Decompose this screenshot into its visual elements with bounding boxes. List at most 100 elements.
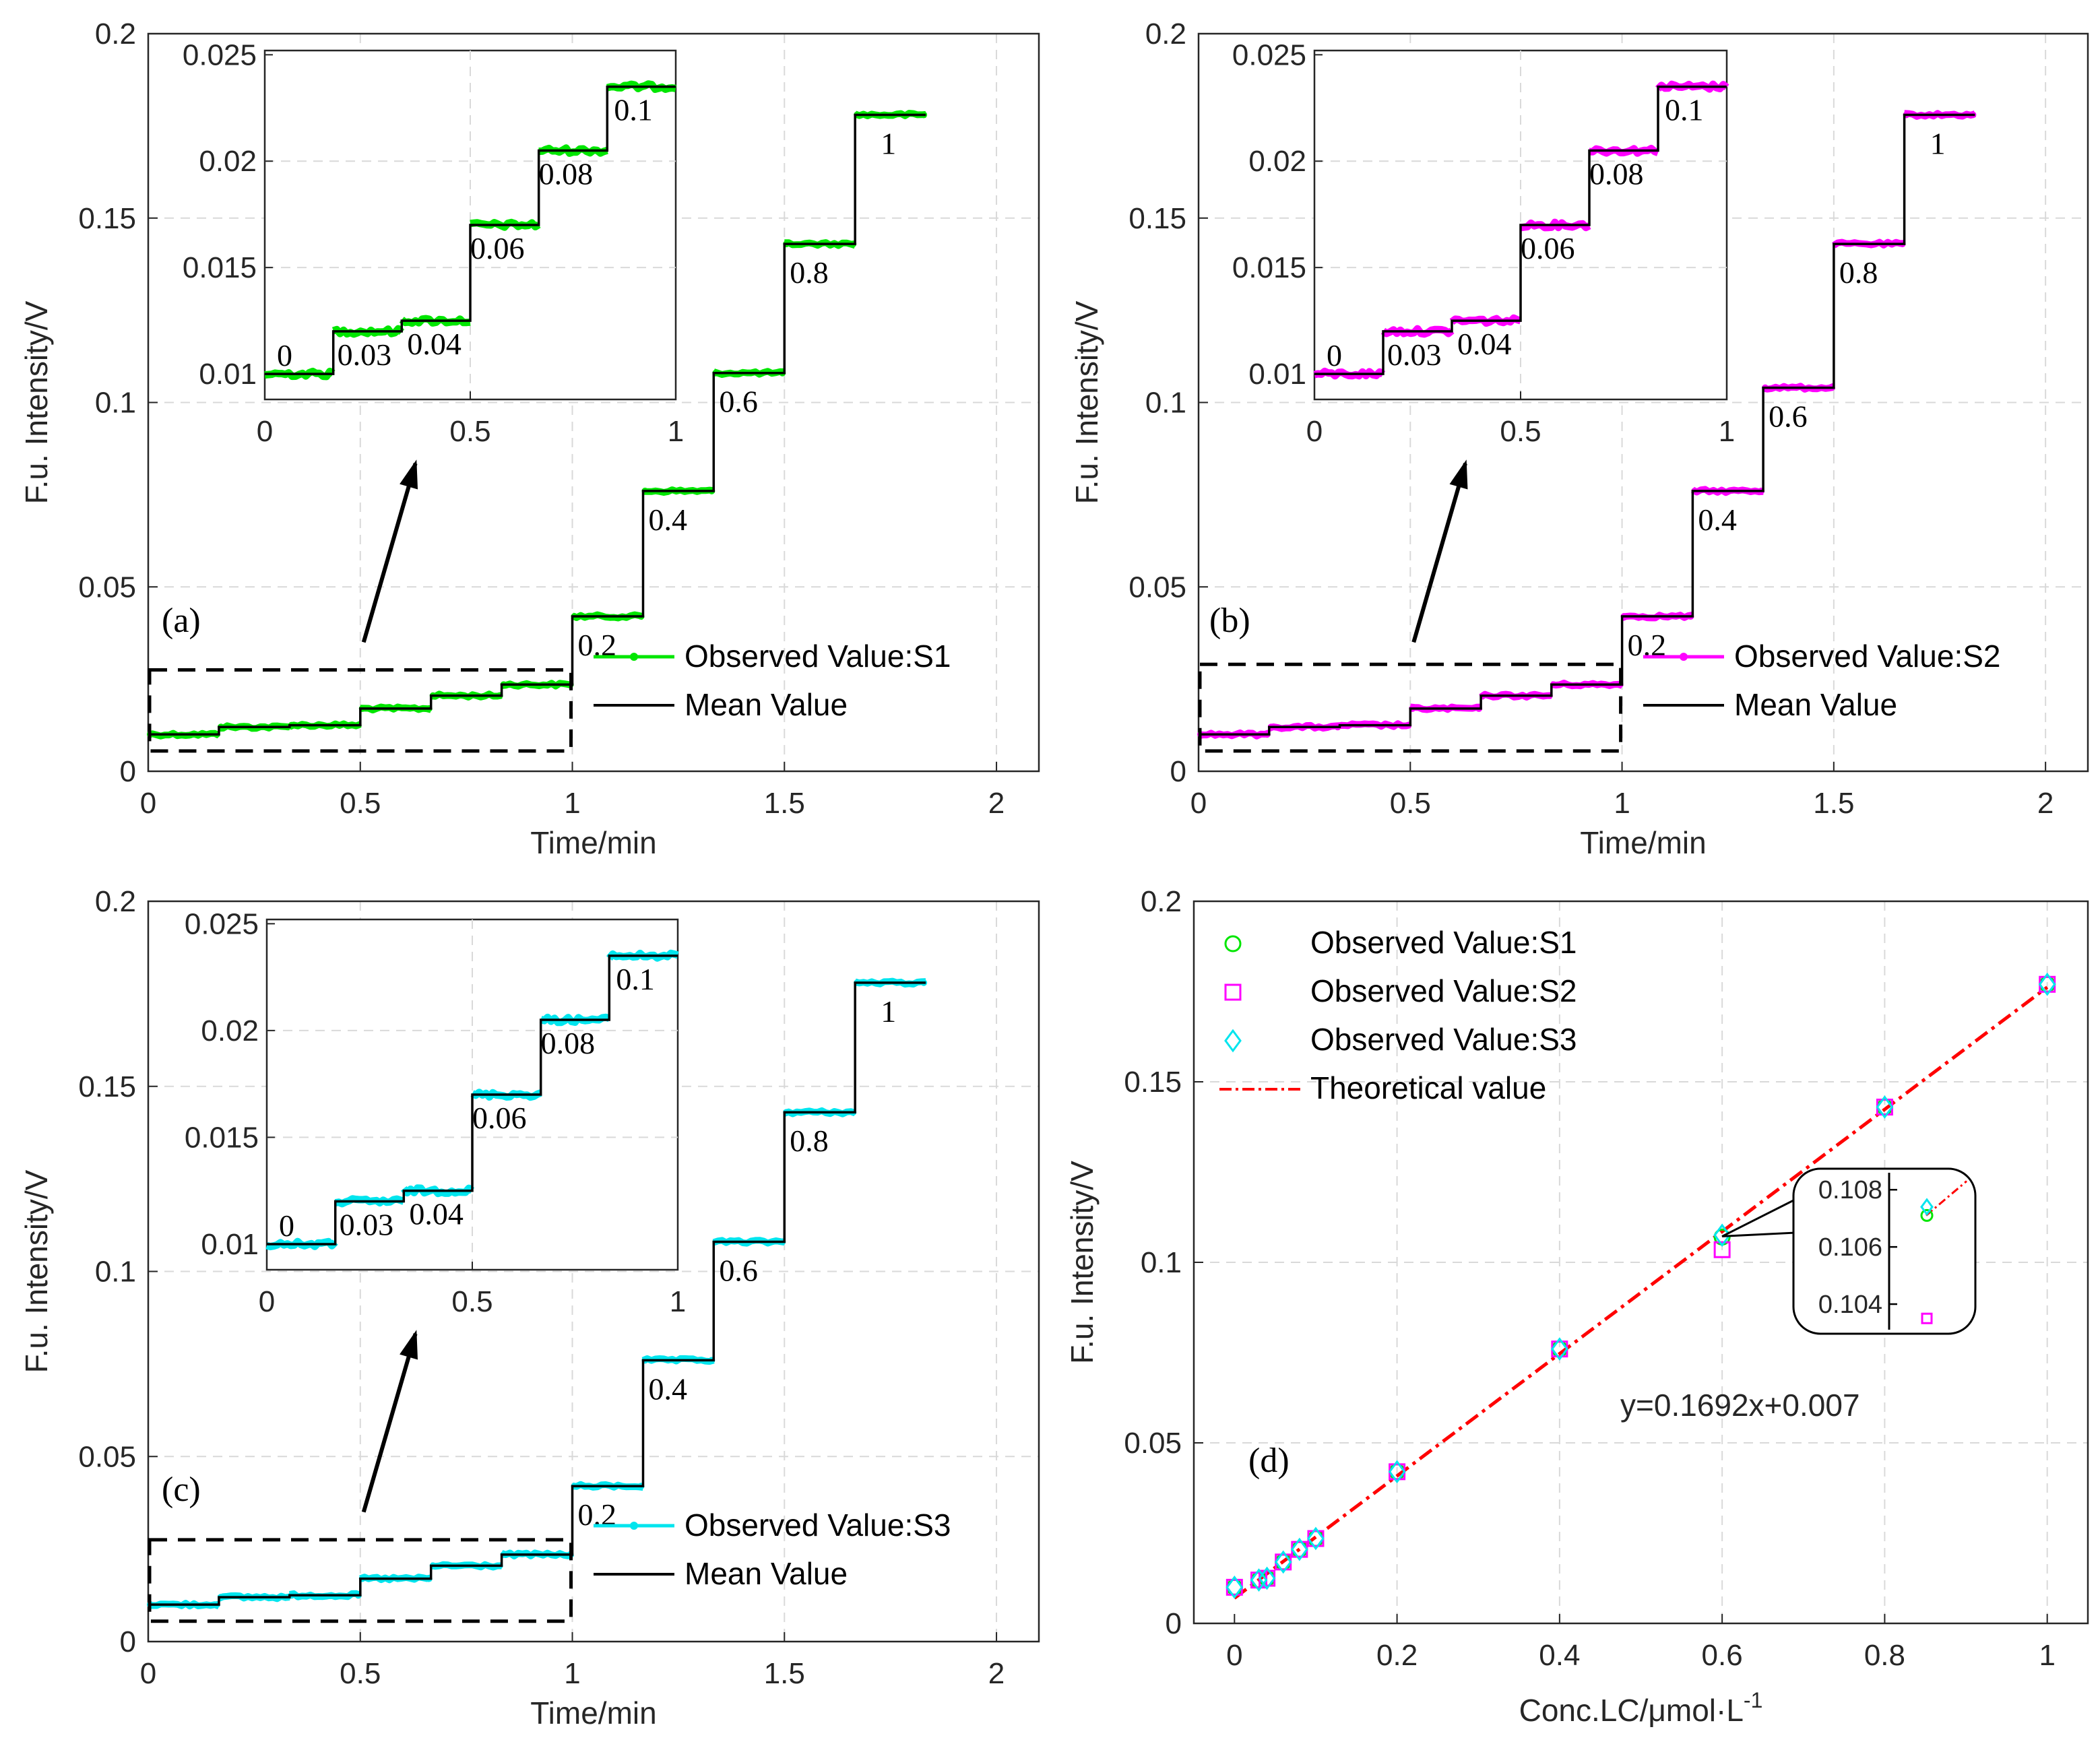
inset-concentration-label: 0.06 [470,231,525,265]
marker-diamond [1258,1566,1276,1590]
inset-mean-line [265,85,676,375]
marker-diamond [1274,1550,1292,1574]
y-tick-label: 0.1 [95,387,136,420]
x-tick-label: 0.2 [1376,1639,1418,1672]
inset-concentration-label: 0 [279,1208,294,1243]
panel-label: (b) [1209,602,1250,640]
mean-line [1199,113,1975,736]
marker-diamond [1250,1568,1268,1592]
marker-diamond [1388,1460,1406,1484]
concentration-label: 0.4 [648,1371,687,1406]
inset-y-tick-label: 0.025 [183,38,257,71]
mean-line [148,113,926,736]
inset-concentration-label: 0.03 [1387,337,1442,372]
concentration-label: 0.8 [790,1124,829,1158]
y-tick-label: 0 [120,1625,136,1658]
panel-label: (c) [162,1470,201,1509]
inset-x-tick-label: 1 [1719,415,1735,448]
y-tick-label: 0 [120,755,136,788]
x-tick-label: 0.5 [1390,787,1431,820]
concentration-label: 1 [1930,126,1946,160]
inset-concentration-label: 0.06 [1521,231,1575,265]
inset-concentration-label: 0 [277,338,292,373]
inset-y-tick-label: 0.02 [1248,145,1306,178]
arrow-head [1449,459,1468,490]
x-tick-label: 0 [140,787,156,820]
inset-d: 0.104 0.106 0.108 [1721,1167,1977,1335]
inset-concentration-label: 0.06 [472,1101,527,1135]
marker-diamond [1226,1576,1244,1599]
chart-b: 0 0.5 1 1.5 2 0 0.05 0.1 0.15 0.2 Time/min F.u. Int… [1069,18,2089,860]
zoom-arrow [1411,463,1467,643]
inset-y-tick-label: 0.015 [185,1121,259,1154]
legend-label-observed: Observed Value:S3 [685,1508,951,1543]
x-axis-label-superscript: -1 [1744,1688,1762,1712]
y-tick-label: 0.2 [95,885,136,918]
zoom-box [148,668,573,753]
arrow-head [400,459,418,490]
inset-x-tick-label: 1 [670,1285,686,1318]
inset-y-tick-label: 0.01 [1248,358,1306,391]
inset-concentration-label: 0.08 [539,156,594,191]
marker-diamond [1713,1223,1731,1248]
inset-y-tick-label: 0.106 [1818,1233,1882,1262]
x-tick-label: 0.4 [1539,1639,1580,1672]
legend-label-series: Observed Value:S2 [1310,973,1577,1008]
inset-y-tick-label: 0.015 [183,251,257,284]
inset-b: 0 0.5 1 0.01 0.015 0.02 0.025 0 0.03 0.04 0.06 0.08… [1232,38,1735,448]
x-tick-label: 0.5 [340,1657,381,1690]
concentration-label: 0.4 [1698,503,1737,537]
y-tick-label: 0.15 [78,1070,136,1103]
marker-diamond [1290,1537,1308,1561]
marker-diamond [1876,1095,1894,1119]
inset-c: 0 0.5 1 0.01 0.015 0.02 0.025 0 0.03 0.04 0.06 0.08… [185,907,686,1318]
x-axis-label-text: Conc.LC/μmol·L [1519,1693,1744,1728]
mean-line [148,981,926,1606]
marker-circle [1920,1208,1934,1222]
inset-y-tick-label: 0.015 [1232,251,1306,284]
inset-concentration-label: 0.04 [1457,327,1512,361]
x-tick-label: 0 [1226,1639,1242,1672]
legend-label-mean: Mean Value [685,687,848,722]
inset-y-tick-label: 0.025 [1232,38,1306,71]
y-tick-label: 0.2 [1141,885,1182,918]
zoom-box [1198,662,1623,753]
inset-a: 0 0.5 1 0.01 0.015 0.02 0.025 0 0.03 0.04 0.06 0.08… [183,38,684,448]
legend-label-series: Observed Value:S1 [1310,925,1577,960]
x-tick-label: 0 [1190,787,1207,820]
y-axis-label: F.u. Intensity/V [1064,1161,1100,1364]
x-tick-label: 1 [1614,787,1630,820]
x-tick-label: 2 [2037,787,2054,820]
x-tick-label: 1.5 [1813,787,1854,820]
y-axis-label: F.u. Intensity/V [19,300,54,504]
inset-y-tick-label: 0.025 [185,907,259,940]
inset-x-tick-label: 0.5 [451,1285,492,1318]
inset-y-tick-label: 0.02 [201,1014,259,1047]
marker-square [1713,1241,1731,1258]
inset-x-tick-label: 0 [1306,415,1323,448]
y-axis-label: F.u. Intensity/V [1069,300,1104,504]
inset-concentration-label: 0.04 [407,327,462,361]
y-tick-label: 0.2 [95,18,136,51]
inset-concentration-label: 0.08 [541,1026,596,1060]
concentration-label: 0.4 [648,503,687,537]
legend-label-fit: Theoretical value [1310,1070,1546,1105]
y-tick-label: 0.1 [1145,387,1186,420]
inset-mean-line [267,954,678,1245]
marker-diamond [1920,1198,1934,1217]
legend-label-observed: Observed Value:S1 [685,639,951,674]
marker-diamond [1307,1526,1325,1551]
y-axis-label: F.u. Intensity/V [19,1169,54,1373]
concentration-label: 0.6 [719,1254,758,1288]
x-tick-label: 2 [988,787,1005,820]
x-tick-label: 1.5 [764,787,805,820]
x-axis-label: Time/min [530,1695,656,1730]
inset-x-tick-label: 0.5 [1500,415,1541,448]
x-axis-label: Time/min [530,825,656,860]
marker-square [1224,983,1242,1001]
marker-circle [1224,935,1242,952]
y-tick-label: 0.05 [1128,571,1186,604]
inset-y-tick-label: 0.108 [1818,1176,1882,1204]
inset-x-tick-label: 0 [259,1285,275,1318]
x-tick-label: 1 [564,1657,580,1690]
